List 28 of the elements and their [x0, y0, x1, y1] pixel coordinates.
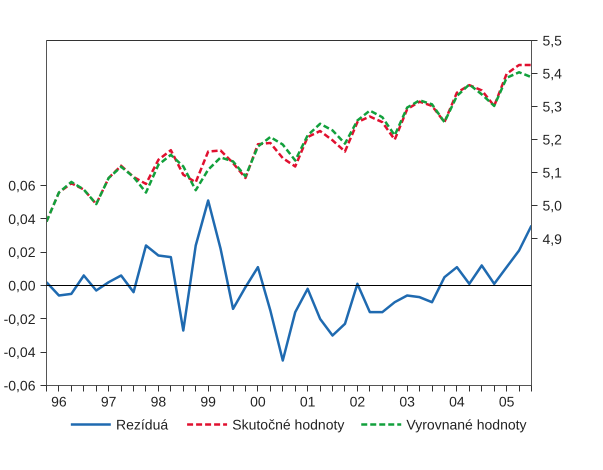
legend-label: Rezíduá	[116, 416, 168, 432]
y2-tick-label: 5,2	[542, 132, 562, 148]
line-series	[46, 199, 532, 362]
y2-tick-label: 5,1	[542, 164, 562, 181]
y-tick-label: -0,04	[4, 344, 36, 360]
y-tick-label: 0,02	[8, 244, 36, 260]
y-tick-label: 0,00	[8, 278, 36, 294]
y-tick-label: -0,02	[4, 310, 36, 327]
x-tick-label: 02	[350, 394, 366, 410]
y2-tick-label: 4,9	[542, 230, 562, 247]
x-tick-label: 99	[200, 394, 216, 410]
x-tick-label: 04	[449, 394, 465, 410]
x-tick-label: 03	[399, 394, 416, 410]
x-tick-label: 05	[498, 394, 515, 410]
legend-label: Skutočné hodnoty	[232, 416, 344, 432]
y2-tick-label: 5,5	[542, 32, 562, 48]
x-tick-label: 01	[300, 394, 316, 410]
y-tick-label: 0,04	[8, 210, 36, 227]
y2-tick-label: 5,0	[542, 198, 562, 214]
legend-label: Vyrovnané hodnoty	[406, 416, 527, 432]
y-tick-label: -0,06	[4, 378, 36, 394]
x-tick-label: 97	[100, 394, 117, 410]
x-tick-label: 96	[51, 394, 67, 410]
x-tick-label: 00	[250, 394, 266, 410]
x-tick-label: 98	[150, 394, 166, 410]
y2-tick-label: 5,4	[542, 66, 562, 82]
y-tick-label: 0,06	[8, 178, 36, 194]
y2-tick-label: 5,3	[542, 98, 562, 115]
